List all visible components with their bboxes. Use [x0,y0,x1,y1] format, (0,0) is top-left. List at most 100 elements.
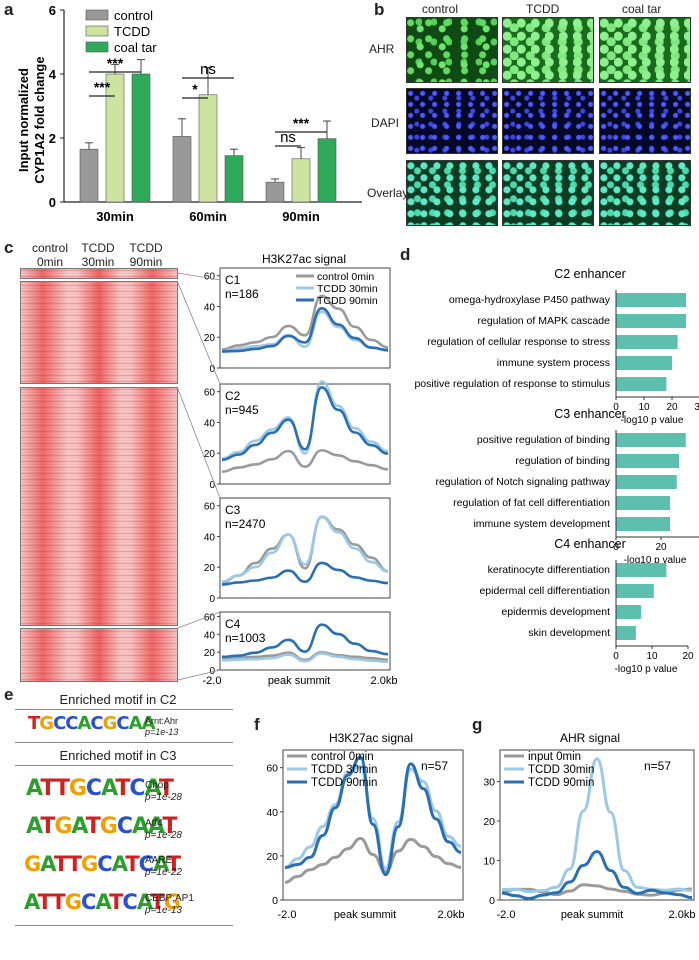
legend-label: control 0min [317,271,374,283]
g-title: AHR signal [560,731,620,745]
x-tick-label: 20 [655,542,667,553]
plot-frame [219,497,391,599]
x-tick-mid: peak summit [268,675,330,687]
significance-label: *** [293,115,310,131]
bar-control-60min [172,136,192,203]
micro-dapi-tcdd [502,88,594,154]
plot-frame [499,749,695,901]
motif-logo-arnt-ahr: TGCCACGCAA [28,713,156,734]
motif-name-atf4: Atf4 [145,818,163,829]
heatmap-c1 [20,268,178,279]
panel-label-e: e [4,685,14,704]
divider [15,709,233,710]
y-tick-label: 6 [49,3,56,18]
plot-frame [282,749,464,901]
bar-control-90min [265,181,285,203]
significance-label: ns [280,129,296,146]
micro-ahr-control [406,17,498,83]
y-tick-label: 40 [204,418,216,429]
term-label: immune system process [497,357,610,369]
g-x-left: -2.0 [497,909,516,921]
y-tick-label: 0 [49,195,56,210]
x-tick-left: -2.0 [203,675,222,687]
header-tcdd-b: TCDD [129,241,163,255]
plot-frame [219,611,391,671]
series-line-1 [221,652,389,664]
header-tcdd-a: TCDD [81,241,115,255]
divider [15,765,233,766]
legend-label: TCDD 90min [317,295,378,307]
enrichment-bar [616,584,654,598]
motif-logo-chop: ATTGCATCAT [26,776,174,801]
microscopy-grid: control TCDD coal tar [400,0,699,20]
enrichment-title: C3 enhancer [554,407,626,421]
f-x-right: 2.0kb [438,909,465,921]
bar-chart-cyp1a2: Input normalized CYP1A2 fold change 0 2 4 6… [16,3,362,224]
x-tick-label: 10 [638,402,650,413]
legend-swatch [85,9,109,21]
panel-label-f: f [254,715,260,734]
header-90min: 90min [129,255,163,269]
heatmap-c3 [20,387,178,626]
series-line-2 [221,561,389,586]
series-line-0 [221,449,389,473]
connector-line [177,611,221,629]
connector-line [177,282,221,385]
enrichment-bar [616,563,667,577]
x-tick-label: 30 [694,402,699,413]
series-line-1 [284,764,462,871]
heatmap-c4 [20,628,178,682]
y-tick-label: 40 [266,807,278,819]
f-title: H3K27ac signal [329,731,413,745]
series-line-2 [221,386,389,462]
x-tick-label: 10 [646,651,658,662]
enrichment-bar [616,377,667,391]
y-tick-label: 60 [204,388,216,399]
series-line-1 [221,515,389,583]
motif-name-chop: Chop [145,780,169,791]
panel-label-d: d [400,245,411,264]
divider [15,742,233,743]
y-tick-label: 40 [204,302,216,313]
micro-ahr-tcdd [502,17,594,83]
motif-name-arnt-ahr: Arnt:Ahr [145,716,179,726]
enrichment-bar [616,475,677,489]
term-label: epidermal cell differentiation [479,585,610,597]
term-label: keratinocyte differentiation [488,564,611,576]
enrichment-bar [616,454,679,468]
connector-line [177,669,221,681]
x-axis-label: -log10 p value [624,555,687,566]
bar-TCDD-60min [198,94,218,203]
motif-p-chop: p=1e-28 [145,792,182,803]
cluster-n: n=1003 [225,631,266,645]
x-tick-label: 90min [282,209,320,224]
enrichment-bar [616,293,686,307]
x-tick-label: 20 [666,402,678,413]
panel-label-g: g [472,715,483,734]
x-tick-label: 0 [613,542,619,553]
y-tick-label: 60 [204,502,216,513]
cluster-name: C1 [225,273,241,287]
header-control: control [31,241,69,255]
signal-title: H3K27ac signal [262,252,346,266]
cluster-name: C2 [225,389,241,403]
g-x-mid: peak summit [561,909,623,921]
cluster-n: n=945 [225,403,259,417]
header-30min: 30min [81,255,115,269]
y-tick-label: 20 [204,449,216,460]
f-x-mid: peak summit [334,909,396,921]
motif-p-cebp-ap1: p=1e-13 [145,905,182,916]
series-line-2 [221,307,389,353]
legend-label: TCDD 90min [528,777,594,789]
panel-label-a: a [4,0,14,19]
legend-label: control [114,8,153,23]
col-label-tcdd: TCDD [526,2,560,16]
bar-coal-tar-60min [224,155,244,203]
motif-p-atf4: p=1e-28 [145,830,182,841]
y-tick-label: 60 [266,763,278,775]
y-tick-label: 20 [483,816,495,828]
enrichment-bar [616,605,642,619]
col-label-coaltar: coal tar [622,2,662,16]
y-tick-label: 40 [204,532,216,543]
